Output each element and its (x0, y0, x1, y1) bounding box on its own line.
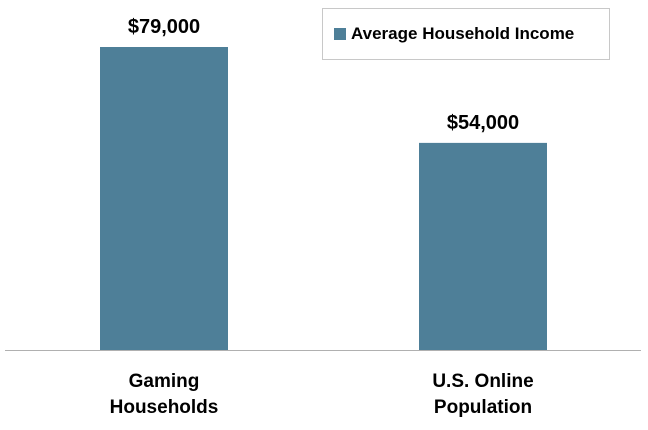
data-label-1: $54,000 (447, 112, 519, 134)
legend-swatch (334, 28, 346, 40)
legend-label: Average Household Income (351, 24, 575, 43)
category-label-0: Gaming Households (110, 371, 219, 418)
category-label-1: U.S. Online Population (432, 371, 533, 418)
bar-0 (100, 47, 228, 350)
legend: Average Household Income (322, 8, 610, 60)
category-labels-layer: Gaming Households U.S. Online Population (110, 371, 534, 418)
bar-1 (419, 142, 547, 350)
data-labels-layer: $79,000 $54,000 (128, 16, 519, 134)
bars-layer (100, 47, 547, 350)
data-label-0: $79,000 (128, 16, 200, 38)
